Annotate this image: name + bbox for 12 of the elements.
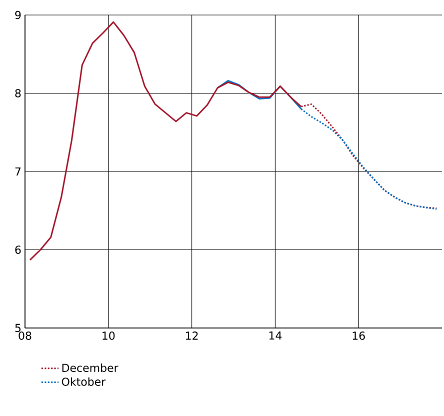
- x-tick-label: 16: [352, 332, 365, 340]
- y-tick-label: 9: [15, 10, 21, 20]
- x-tick-label: 12: [186, 332, 198, 340]
- y-tick-label: 5: [15, 324, 21, 332]
- legend-label: Oktober: [62, 377, 106, 386]
- y-tick-label: 8: [15, 89, 21, 98]
- y-tick-label: 6: [15, 246, 21, 254]
- x-tick-label: 08: [18, 332, 32, 340]
- y-tick-label: 7: [15, 168, 21, 176]
- x-tick-label: 14: [269, 332, 282, 340]
- legend-label: December: [62, 364, 118, 372]
- x-tick-label: 10: [102, 332, 115, 340]
